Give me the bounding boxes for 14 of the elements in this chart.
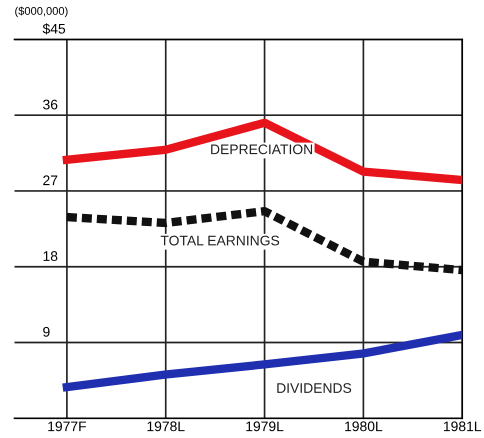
- series-label: DIVIDENDS: [277, 383, 352, 393]
- y-tick-label: 36: [43, 100, 58, 110]
- x-tick-label: 1981L: [444, 421, 482, 432]
- series-label: DEPRECIATION: [211, 144, 312, 154]
- series-label: TOTAL EARNINGS: [160, 236, 280, 246]
- x-tick-label: 1977F: [48, 421, 86, 432]
- y-tick-label: 18: [44, 251, 58, 261]
- y-tick-label: $45: [42, 23, 66, 34]
- y-tick-label: 27: [43, 175, 58, 186]
- x-tick-label: 1979L: [246, 421, 284, 432]
- y-tick-label: 9: [43, 326, 50, 337]
- y-axis-title: ($000,000): [15, 6, 68, 18]
- x-tick-label: 1978L: [147, 421, 185, 432]
- x-tick-label: 1980L: [345, 421, 382, 432]
